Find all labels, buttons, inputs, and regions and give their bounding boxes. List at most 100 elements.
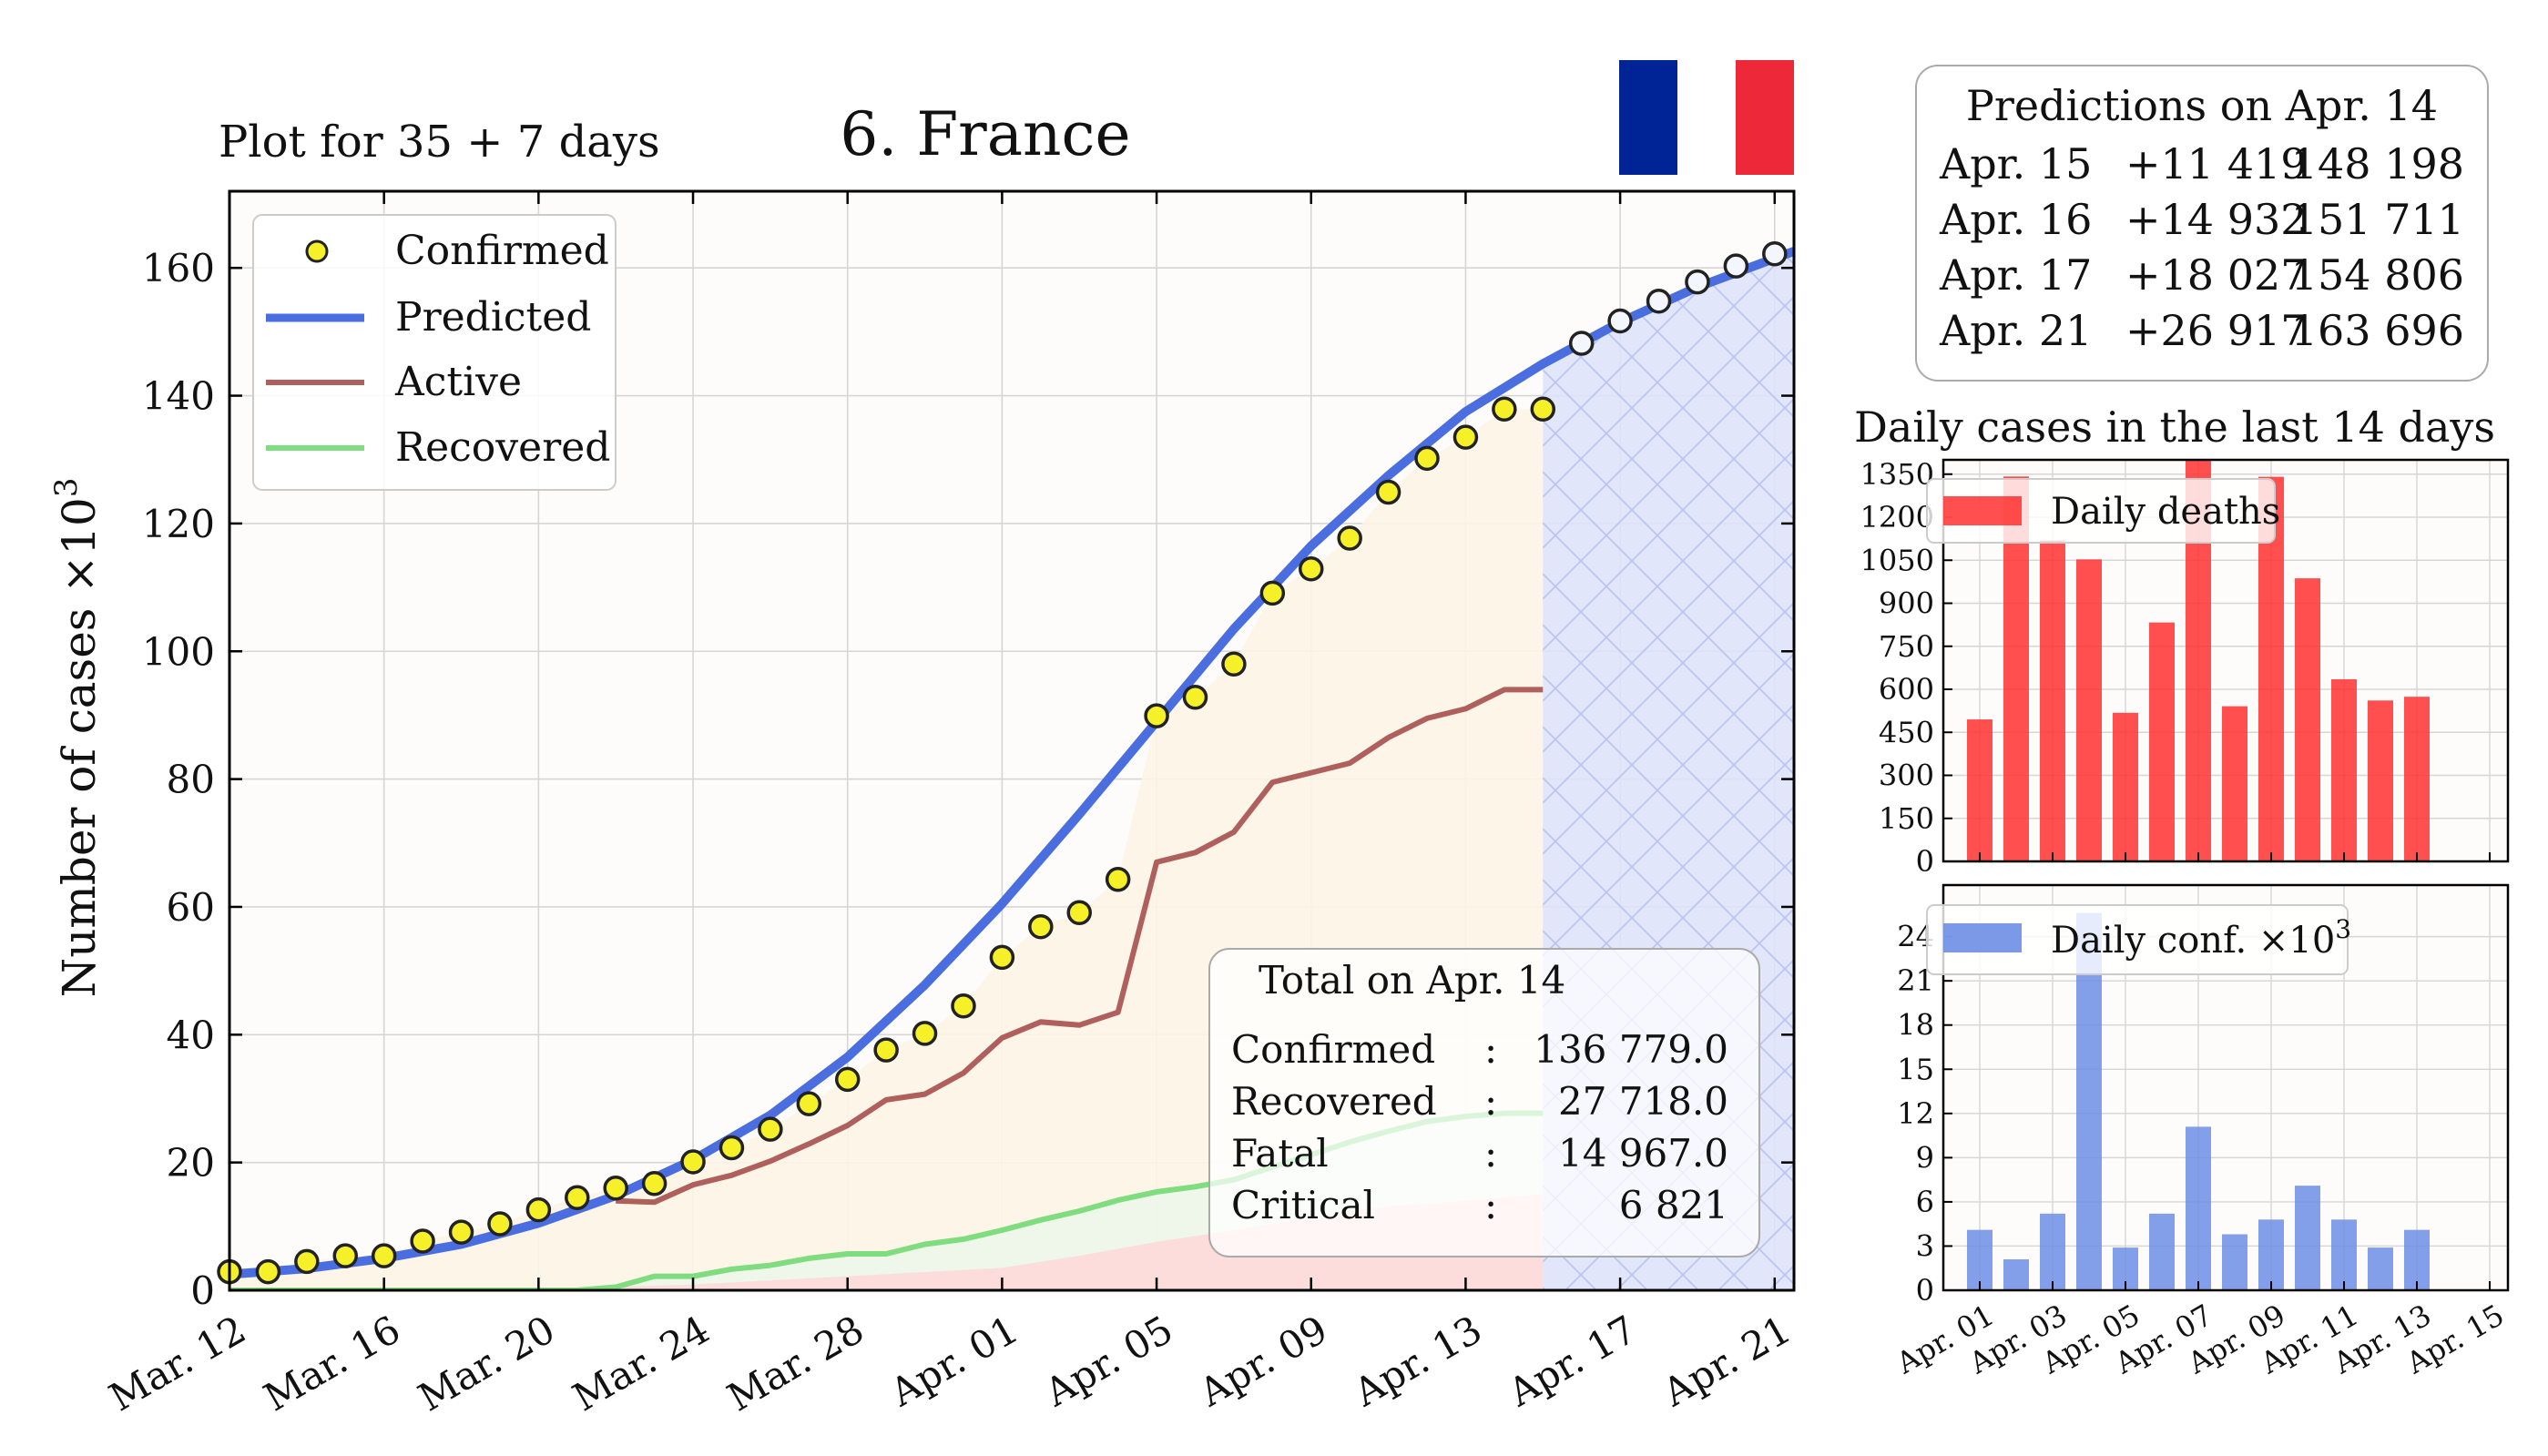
confirmed-point	[1375, 479, 1401, 505]
totals-label: Confirmed	[1231, 1027, 1435, 1072]
confirmed-point	[912, 1021, 938, 1046]
confirmed-point	[565, 1185, 590, 1210]
conf-legend-box	[1926, 904, 2349, 975]
conf-bar	[2186, 1126, 2211, 1290]
deaths-plot-frame	[1942, 458, 2510, 863]
prediction-date: Apr. 17	[1939, 250, 2092, 300]
confirmed-point	[1144, 703, 1169, 728]
flag-blue-stripe	[1619, 60, 1677, 175]
deaths-ytick-label: 300	[1879, 759, 1934, 793]
flag-white-stripe	[1677, 60, 1736, 175]
main-ytick-label: 0	[190, 1268, 215, 1313]
totals-label: Fatal	[1231, 1131, 1329, 1176]
conf-ytick-label: 15	[1897, 1052, 1934, 1086]
main-xtick-label: Apr. 17	[1500, 1307, 1644, 1415]
prediction-delta: +14 932	[2125, 195, 2308, 244]
deaths-bar	[2076, 559, 2102, 861]
totals-separator: :	[1484, 1183, 1497, 1227]
totals-value: 6 821	[1619, 1183, 1728, 1227]
conf-legend-label-text: Daily conf. ×10	[2051, 920, 2335, 962]
predictions-box-frame	[1915, 65, 2489, 382]
main-xtick-label: Apr. 13	[1346, 1307, 1490, 1415]
deaths-bars	[1967, 460, 2430, 861]
legend-marker-confirmed	[305, 239, 329, 263]
predicted-point	[1685, 269, 1710, 295]
confirmed-point	[410, 1228, 435, 1254]
legend-label-active: Active	[394, 359, 522, 405]
prediction-total: 154 806	[2291, 250, 2464, 300]
deaths-ytick-label: 1050	[1860, 543, 1934, 577]
main-y-axis-label: Number of cases ×103	[48, 477, 106, 997]
main-ytick-label: 120	[142, 502, 215, 546]
active-line	[616, 687, 1544, 1206]
conf-ytick-label: 12	[1897, 1096, 1934, 1131]
deaths-legend-swatch	[1943, 496, 2022, 525]
confirmed-point	[1299, 555, 1324, 582]
main-legend: Confirmed Predicted Active Recovered	[252, 214, 617, 491]
conf-ytick-label: 0	[1916, 1273, 1934, 1308]
confirmed-points	[217, 241, 1788, 1285]
deaths-bar	[1967, 719, 1993, 861]
confirmed-point	[1414, 445, 1440, 472]
conf-ytick-label: 6	[1916, 1185, 1934, 1219]
main-y-axis-label-exponent: 3	[48, 477, 85, 497]
deaths-ytick-label: 150	[1879, 801, 1934, 836]
confirmed-point	[1105, 867, 1131, 892]
france-flag	[1619, 60, 1794, 175]
conf-bar	[2331, 1219, 2357, 1290]
conf-ytick-label: 9	[1916, 1140, 1934, 1175]
main-plot-frame	[228, 189, 1796, 1292]
prediction-date: Apr. 15	[1939, 139, 2092, 188]
deaths-bar	[2113, 712, 2138, 861]
totals-value: 136 779.0	[1534, 1027, 1728, 1072]
prediction-total: 148 198	[2291, 139, 2464, 188]
page-title: 6. France	[840, 99, 1130, 169]
conf-legend-label-exponent: 3	[2335, 914, 2351, 944]
fatal-area	[229, 1194, 1544, 1290]
main-ytick-label: 60	[167, 885, 215, 930]
deaths-legend-box	[1926, 478, 2276, 544]
confirmed-point	[680, 1149, 706, 1175]
conf-bars	[1967, 912, 2430, 1290]
deaths-legend-label: Daily deaths	[2051, 491, 2280, 533]
confirmed-point	[758, 1116, 783, 1142]
daily-deaths-chart: Daily cases in the last 14 days 0 150 300 4…	[1854, 402, 2510, 879]
flag-red-stripe	[1736, 60, 1794, 175]
confirmed-point	[603, 1175, 628, 1201]
conf-bar	[2040, 1213, 2065, 1290]
conf-legend-label: Daily conf. ×103	[2051, 914, 2351, 962]
conf-bar	[2295, 1186, 2320, 1290]
totals-separator: :	[1484, 1079, 1497, 1124]
main-xtick-label: Mar. 16	[256, 1307, 407, 1420]
main-ytick-label: 100	[142, 629, 215, 674]
conf-ytick-label: 18	[1897, 1008, 1934, 1043]
deaths-ytick-label: 450	[1879, 715, 1934, 749]
main-xtick-label: Mar. 24	[566, 1307, 717, 1420]
main-xtick-label: Mar. 12	[102, 1307, 253, 1420]
subtitle: Plot for 35 + 7 days	[219, 117, 660, 168]
totals-title: Total on Apr. 14	[1259, 958, 1565, 1003]
main-ytick-label: 160	[142, 246, 215, 290]
confirmed-point	[719, 1135, 745, 1161]
confirmed-point	[1221, 651, 1247, 677]
deaths-bar	[2040, 540, 2065, 861]
predicted-point	[1762, 241, 1788, 267]
prediction-delta: +26 917	[2125, 306, 2308, 355]
deaths-ytick-label: 900	[1879, 586, 1934, 621]
confirmed-point	[371, 1243, 397, 1268]
deaths-axes-ticks: 0 150 300 450 600 750 900 1050 1200 1350	[1860, 457, 2491, 879]
confirmed-point	[1182, 685, 1208, 710]
prediction-date: Apr. 16	[1939, 195, 2092, 244]
conf-bar	[2404, 1229, 2430, 1290]
totals-label: Critical	[1231, 1183, 1375, 1227]
deaths-ytick-label: 0	[1916, 844, 1934, 879]
prediction-delta: +11 419	[2125, 139, 2308, 188]
main-xtick-label: Apr. 21	[1655, 1307, 1799, 1415]
deaths-bar	[2331, 678, 2357, 861]
main-ytick-label: 40	[167, 1013, 215, 1057]
main-xtick-label: Apr. 05	[1036, 1307, 1180, 1415]
confirmed-point	[525, 1196, 552, 1223]
